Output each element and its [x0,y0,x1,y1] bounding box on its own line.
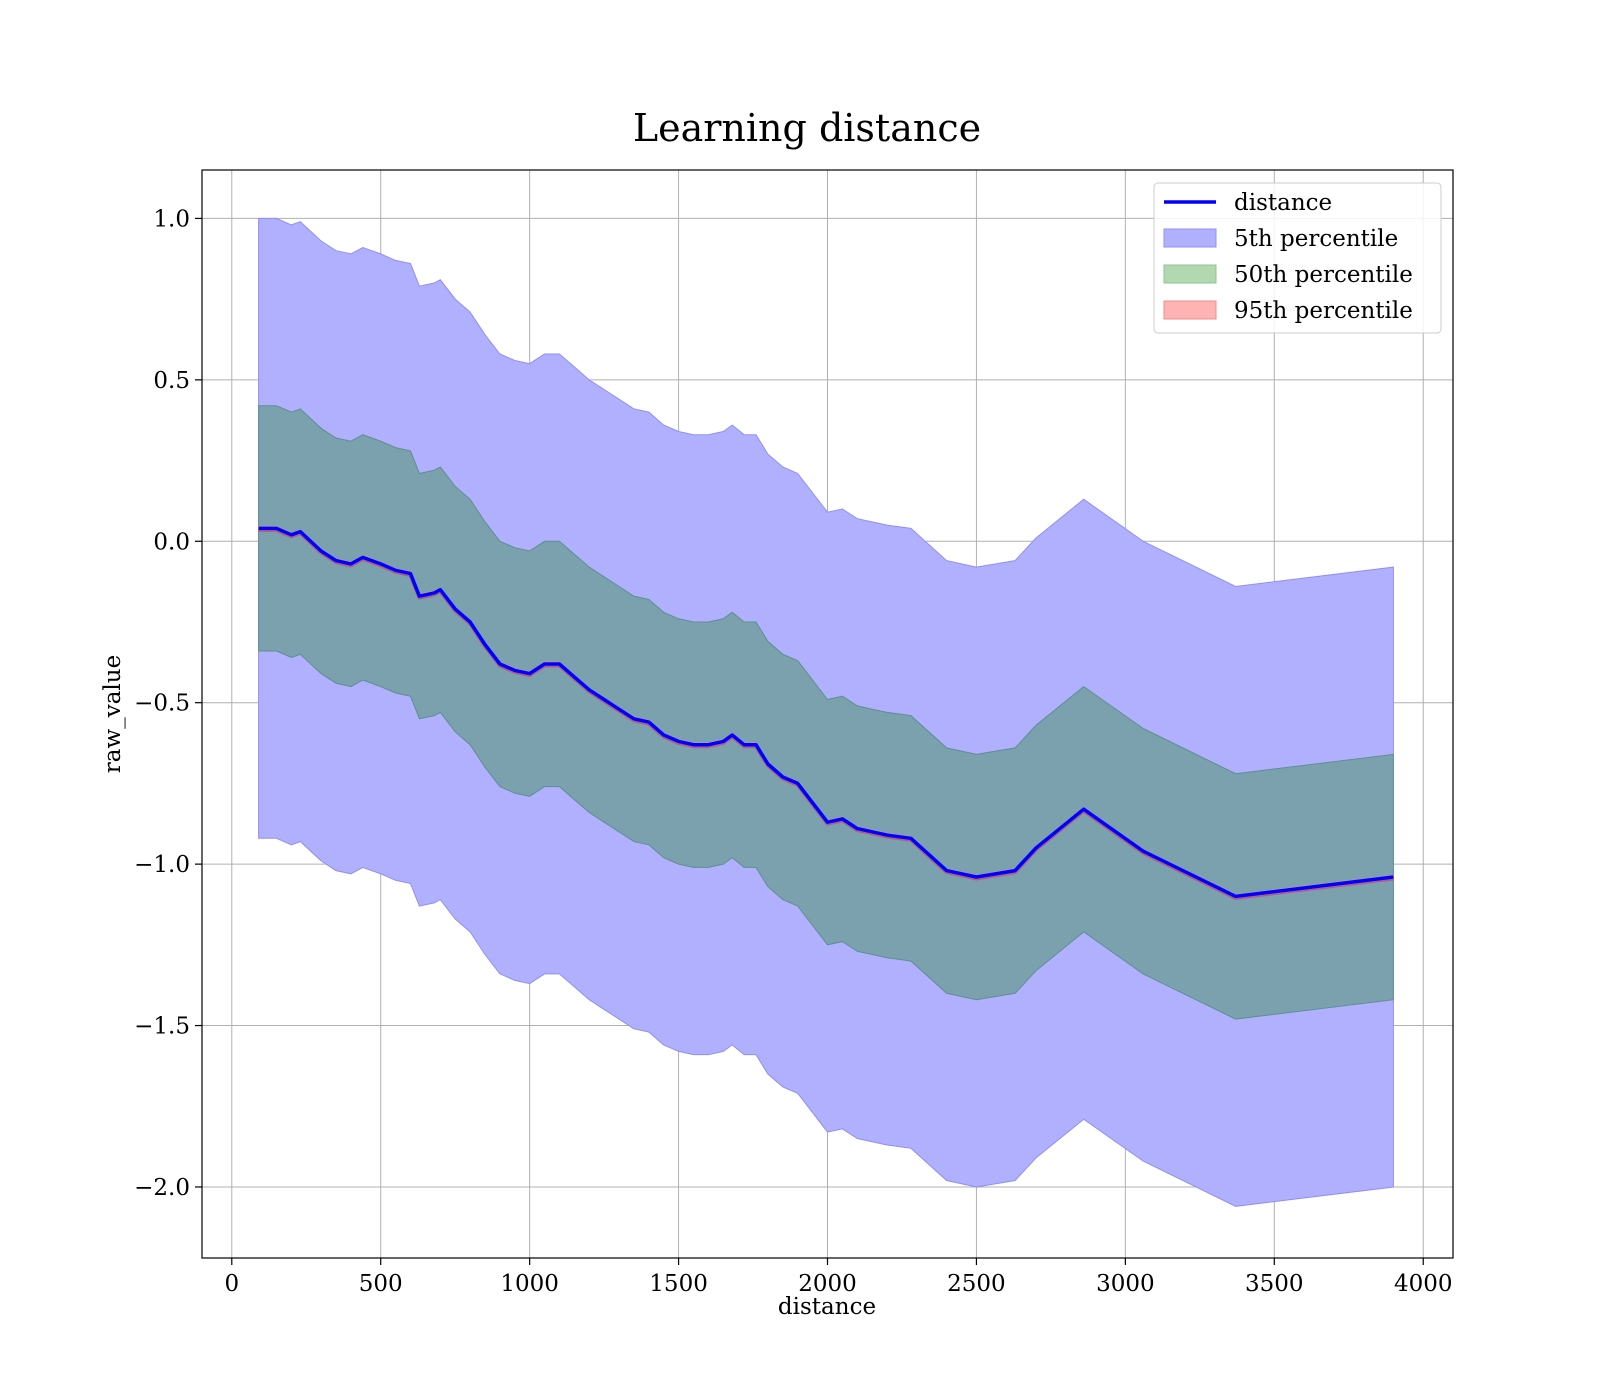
series-line-distance [258,526,1394,899]
y-axis-label: raw_value [100,655,126,773]
y-tick-label: −0.5 [134,691,190,717]
legend-swatch-5th-percentile [1163,228,1217,248]
y-tick-label: −1.5 [134,1014,190,1040]
x-tick-label: 1000 [500,1271,559,1297]
legend: distance 5th percentile 50th percentile … [1153,182,1442,334]
legend-label-distance: distance [1234,190,1332,216]
y-tick-label: 0.0 [153,529,190,555]
band-50th-percentile [258,405,1394,1020]
chart-title: Learning distance [633,106,981,150]
x-tick-label: 2000 [798,1271,857,1297]
x-tick-label: 0 [224,1271,239,1297]
y-tick-label: −1.0 [134,852,190,878]
y-tick-label: −2.0 [134,1175,190,1201]
x-tick-label: 4000 [1394,1271,1453,1297]
x-tick-label: 500 [359,1271,403,1297]
x-tick-label: 2500 [947,1271,1006,1297]
legend-frame [1153,182,1442,334]
y-tick-label: 1.0 [153,206,190,232]
x-tick-label: 3000 [1096,1271,1155,1297]
series-lines [258,526,1394,900]
x-tick-label: 3500 [1245,1271,1304,1297]
bands [258,217,1394,1207]
legend-label-95th-percentile: 95th percentile [1234,298,1413,324]
legend-label-5th-percentile: 5th percentile [1234,226,1398,252]
y-axis: 1.0 0.5 0.0 −0.5 −1.0 −1.5 −2.0 [134,206,202,1201]
x-axis: 0 500 1000 1500 2000 2500 3000 3500 4000 [224,1258,1452,1297]
x-axis-label: distance [778,1294,876,1320]
legend-label-50th-percentile: 50th percentile [1234,262,1413,288]
legend-swatch-95th-percentile [1163,300,1217,320]
x-tick-label: 1500 [649,1271,708,1297]
y-tick-label: 0.5 [153,368,190,394]
legend-swatch-50th-percentile [1163,264,1217,284]
